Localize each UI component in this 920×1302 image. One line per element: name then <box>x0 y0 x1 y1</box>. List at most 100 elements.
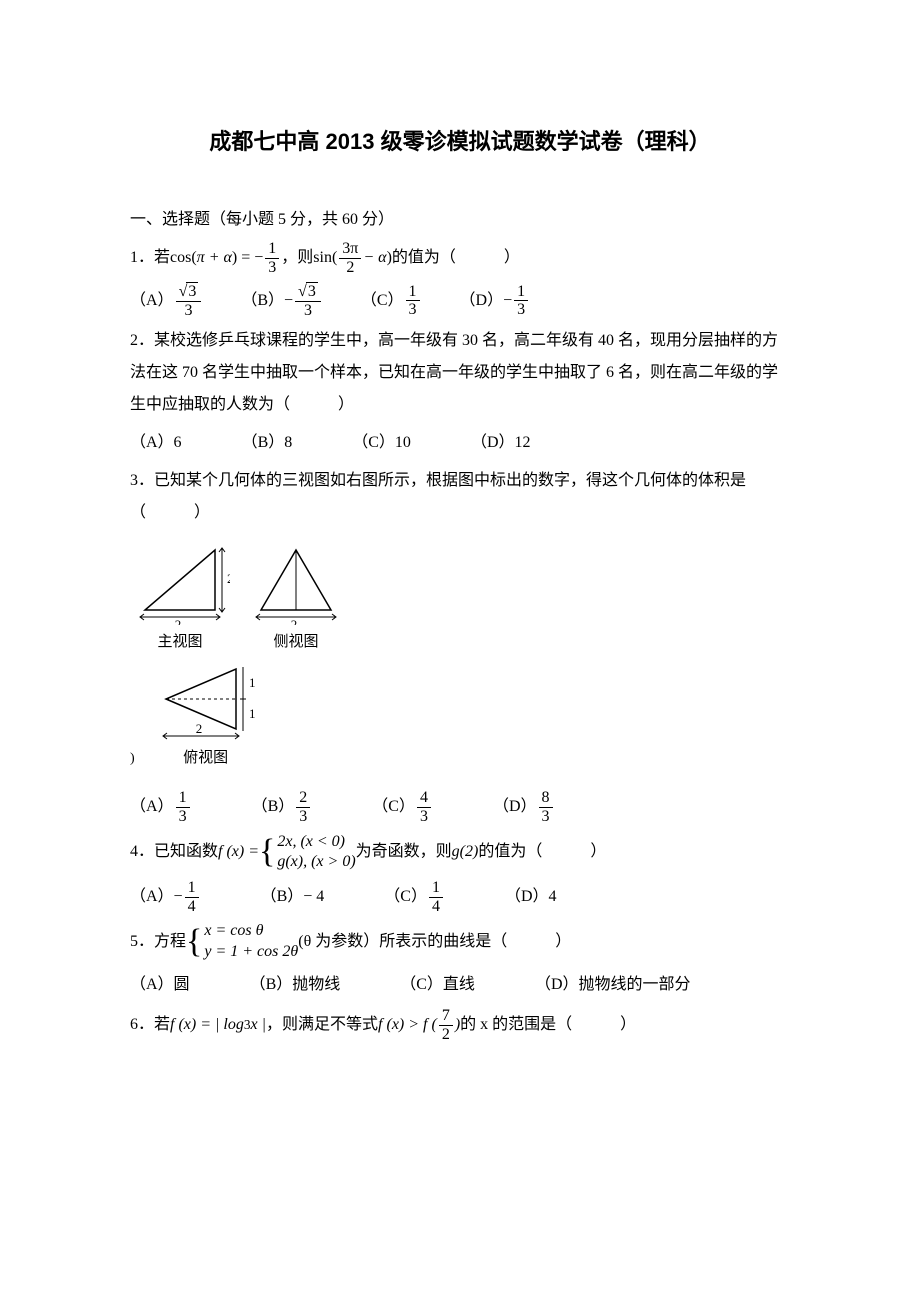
q3-side-label: 侧视图 <box>273 627 318 657</box>
q4-option-c: （C） 1 4 <box>384 879 445 915</box>
q4-row1: 2x, (x < 0) <box>277 832 355 853</box>
q5-prefix: 5．方程 <box>130 926 186 958</box>
q3-side-view: 2 侧视图 <box>246 535 346 657</box>
q5-row1: x = cos θ <box>204 921 298 942</box>
q1-optB-label: （B）− <box>241 285 293 317</box>
q3-optB-den: 3 <box>296 808 310 826</box>
q1-frac-num: 1 <box>265 240 279 259</box>
q6-prefix: 6．若 <box>130 1009 170 1041</box>
question-3: 3．已知某个几何体的三视图如右图所示，根据图中标出的数字，得这个几何体的体积是（… <box>130 465 790 825</box>
svg-text:2: 2 <box>291 617 298 625</box>
q4-optA-num: 1 <box>185 879 199 898</box>
q3-optC-den: 3 <box>417 808 431 826</box>
q3-figures: 2 2 主视图 2 <box>130 535 790 773</box>
q1-option-d: （D）− 1 3 <box>460 283 531 319</box>
q4-fx: f (x) = <box>218 836 259 868</box>
q2-option-a: （A）6 <box>130 427 182 459</box>
q1-optB-num: 3 <box>306 282 318 301</box>
q1-sin-open: sin( <box>313 242 337 274</box>
q1-option-a: （A） √3 3 <box>130 282 203 319</box>
q3-top-view: 1 1 2 俯视图 <box>151 661 261 773</box>
main-view-svg: 2 2 <box>130 535 230 625</box>
q1-tail: 的值为（ ） <box>392 242 520 274</box>
q1-optC-den: 3 <box>406 301 420 319</box>
q3-optA-label: （A） <box>130 791 174 823</box>
q2-text: 2．某校选修乒乓球课程的学生中，高一年级有 30 名，高二年级有 40 名，现用… <box>130 325 790 421</box>
svg-text:1: 1 <box>249 706 256 721</box>
q1-option-b: （B）− √3 3 <box>241 282 322 319</box>
q1-pi-alpha: π + α <box>197 242 232 274</box>
q3-optA-den: 3 <box>176 808 190 826</box>
q2-option-c: （C）10 <box>352 427 411 459</box>
q4-option-d: （D）4 <box>505 881 557 913</box>
q6-sub3: 3 <box>244 1012 251 1039</box>
q6-frac: 7 2 <box>439 1007 453 1043</box>
q1-frac-den: 3 <box>265 259 279 277</box>
q1-optA-den: 3 <box>181 302 195 320</box>
q6-frac-den: 2 <box>439 1026 453 1044</box>
q5-param: { x = cos θ y = 1 + cos 2θ <box>186 921 298 963</box>
q1-optA-label: （A） <box>130 285 174 317</box>
page-title: 成都七中高 2013 级零诊模拟试题数学试卷（理科） <box>130 120 790 164</box>
q4-tail: 的值为（ ） <box>478 836 606 868</box>
q4-optA-label: （A）− <box>130 881 183 913</box>
q4-prefix: 4．已知函数 <box>130 836 218 868</box>
q4-g2: g(2) <box>452 836 479 868</box>
q3-option-c: （C） 4 3 <box>372 789 433 825</box>
q4-optC-num: 1 <box>429 879 443 898</box>
svg-text:2: 2 <box>195 721 202 736</box>
q3-option-b: （B） 2 3 <box>252 789 313 825</box>
q3-optA-num: 1 <box>176 789 190 808</box>
q4-option-a: （A）− 1 4 <box>130 879 201 915</box>
q1-sin-frac-num: 3π <box>339 240 361 259</box>
question-1: 1．若 cos( π + α ) = − 1 3 ，则 sin( 3π 2 − … <box>130 240 790 319</box>
q1-mid: ，则 <box>281 242 313 274</box>
q1-option-c: （C） 1 3 <box>361 283 422 319</box>
q3-top-label: 俯视图 <box>183 743 228 773</box>
q6-frac-num: 7 <box>439 1007 453 1026</box>
q3-optD-den: 3 <box>539 808 553 826</box>
q6-fx-tail: x | <box>251 1009 267 1041</box>
q4-row2: g(x), (x > 0) <box>277 852 355 873</box>
question-4: 4．已知函数 f (x) = { 2x, (x < 0) g(x), (x > … <box>130 832 790 916</box>
q3-optB-num: 2 <box>296 789 310 808</box>
q3-optD-label: （D） <box>493 791 537 823</box>
q2-option-d: （D）12 <box>471 427 531 459</box>
q3-main-view: 2 2 主视图 <box>130 535 230 657</box>
q1-cos-close: ) = − <box>232 242 263 274</box>
q5-option-a: （A）圆 <box>130 969 190 1001</box>
top-view-svg: 1 1 2 <box>151 661 261 741</box>
svg-text:2: 2 <box>175 617 182 625</box>
q1-sin-minus-alpha: − α <box>363 242 386 274</box>
q6-fx: f (x) = | log <box>170 1009 244 1041</box>
side-view-svg: 2 <box>246 535 346 625</box>
q4-optC-label: （C） <box>384 881 427 913</box>
q1-sin-frac-den: 2 <box>343 259 357 277</box>
question-6: 6．若 f (x) = | log3 x | ，则满足不等式 f (x) > f… <box>130 1007 790 1043</box>
q3-optC-label: （C） <box>372 791 415 823</box>
q3-option-d: （D） 8 3 <box>493 789 555 825</box>
q4-optC-den: 4 <box>429 898 443 916</box>
q1-optD-den: 3 <box>514 301 528 319</box>
q5-option-b: （B）抛物线 <box>250 969 341 1001</box>
orphan-paren: ) <box>130 745 135 773</box>
q1-optB-den: 3 <box>301 302 315 320</box>
q1-sin-frac: 3π 2 <box>339 240 361 276</box>
q4-optA-den: 4 <box>185 898 199 916</box>
q5-mid: (θ 为参数）所表示的曲线是（ ） <box>298 926 571 958</box>
q4-option-b: （B）− 4 <box>261 881 325 913</box>
q3-main-label: 主视图 <box>157 627 202 657</box>
q4-mid: 为奇函数，则 <box>356 836 452 868</box>
q6-mid: ，则满足不等式 <box>266 1009 378 1041</box>
svg-text:2: 2 <box>227 571 230 586</box>
q1-optD-label: （D）− <box>460 285 513 317</box>
q2-option-b: （B）8 <box>242 427 293 459</box>
q3-optD-num: 8 <box>539 789 553 808</box>
q1-optC-label: （C） <box>361 285 404 317</box>
q3-text: 3．已知某个几何体的三视图如右图所示，根据图中标出的数字，得这个几何体的体积是（… <box>130 465 790 529</box>
q1-cos-open: cos( <box>170 242 197 274</box>
q1-optA-num: 3 <box>186 282 198 301</box>
q6-ineq-left: f (x) > f ( <box>378 1009 437 1041</box>
q3-option-a: （A） 1 3 <box>130 789 192 825</box>
q3-optB-label: （B） <box>252 791 295 823</box>
